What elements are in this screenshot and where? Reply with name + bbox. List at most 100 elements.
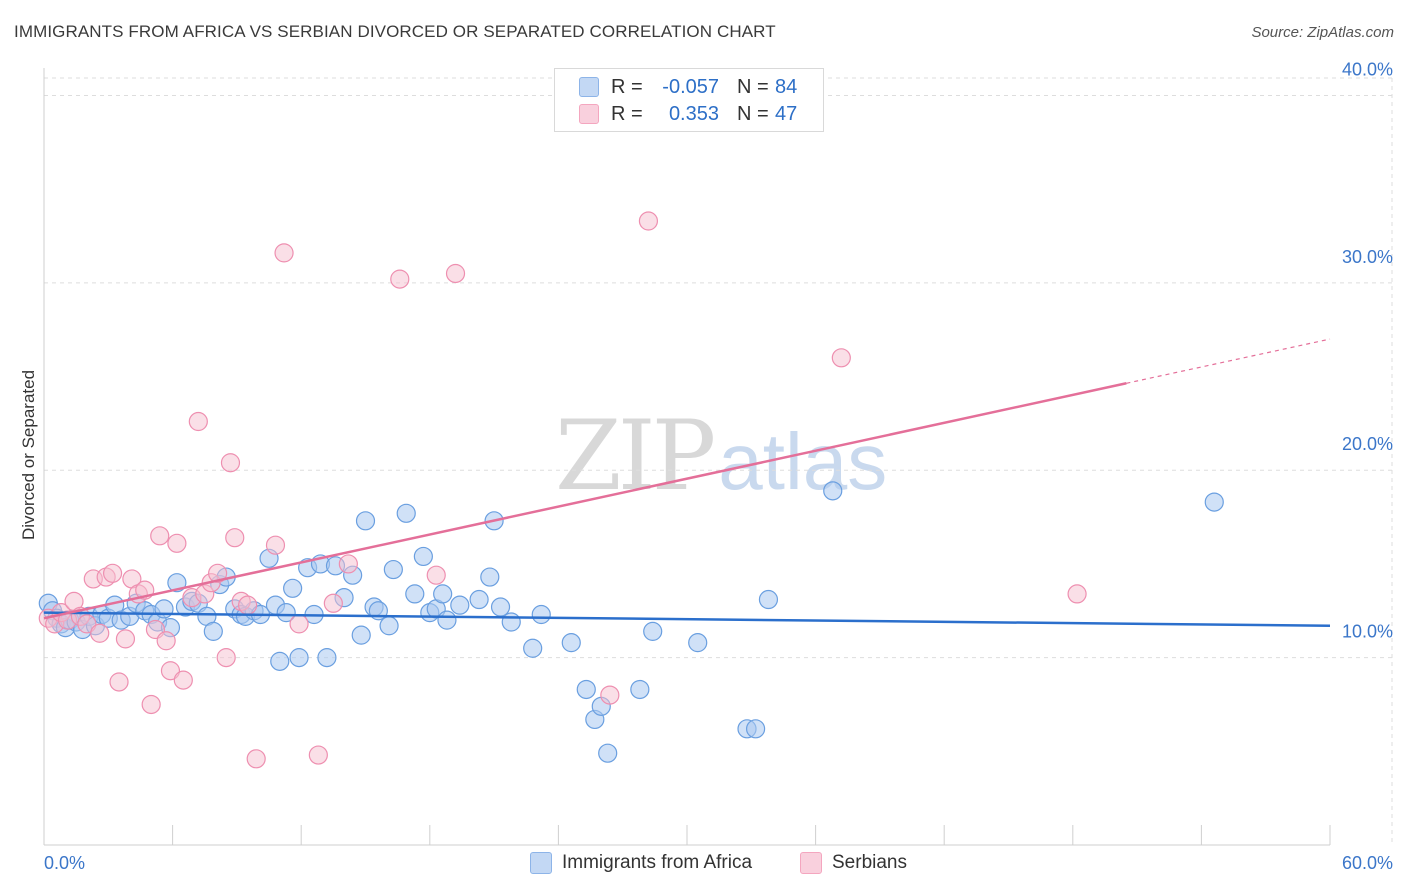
data-point-africa: [469, 589, 489, 610]
data-point-africa: [823, 481, 843, 501]
series-legend-swatch-serbians: [800, 852, 822, 874]
y-tick-label: 30.0%: [1342, 247, 1393, 267]
x-tick-label-min: 0.0%: [44, 853, 85, 873]
data-point-africa: [203, 621, 223, 641]
data-point-africa: [598, 743, 618, 763]
data-point-africa: [383, 559, 403, 580]
data-point-africa: [270, 651, 290, 671]
watermark-zip: ZIP: [555, 400, 716, 512]
data-point-serbians: [109, 672, 129, 692]
data-point-serbians: [638, 211, 659, 231]
data-point-serbians: [308, 745, 328, 765]
data-point-serbians: [323, 593, 343, 613]
legend-n-label: N =: [737, 75, 769, 98]
trend-layer: [43, 338, 1331, 628]
data-point-serbians: [102, 563, 123, 583]
data-point-africa: [561, 633, 581, 653]
data-point-africa: [355, 511, 376, 531]
data-point-serbians: [156, 631, 176, 651]
data-point-africa: [531, 604, 551, 625]
y-tick-label: 20.0%: [1342, 434, 1393, 454]
data-point-serbians: [265, 535, 286, 555]
axis-layer: [43, 68, 1331, 846]
data-point-serbians: [1067, 584, 1087, 604]
data-point-serbians: [220, 453, 241, 473]
legend-r-label: R =: [611, 75, 643, 98]
legend-row-africa: R = -0.057 N = 84: [579, 75, 797, 99]
data-point-africa: [450, 595, 470, 615]
series-legend-item-serbians[interactable]: Serbians: [800, 852, 907, 874]
data-point-africa: [523, 638, 543, 658]
grid-layer: [44, 77, 1393, 845]
data-point-serbians: [274, 243, 294, 263]
data-point-africa: [745, 719, 766, 739]
data-point-serbians: [289, 614, 309, 634]
data-point-serbians: [77, 614, 97, 634]
watermark: ZIPatlas: [555, 400, 887, 512]
series-legend-item-africa[interactable]: Immigrants from Africa: [530, 852, 752, 874]
data-point-serbians: [90, 623, 110, 643]
legend-r-value: -0.057: [662, 75, 719, 98]
legend-row-serbians: R = 0.353 N = 47: [579, 102, 797, 126]
data-point-africa: [688, 633, 708, 653]
data-point-serbians: [338, 554, 358, 574]
legend-r-label: R =: [611, 102, 643, 125]
series-legend: Immigrants from Africa Serbians: [0, 852, 1406, 878]
data-point-serbians: [216, 648, 236, 668]
data-point-serbians: [445, 263, 466, 284]
correlation-legend: R = -0.057 N = 84 R = 0.353 N = 47: [554, 68, 824, 132]
legend-swatch-africa: [579, 77, 599, 97]
data-point-serbians: [600, 685, 620, 705]
series-legend-label-serbians: Serbians: [832, 852, 907, 873]
data-point-africa: [289, 648, 309, 668]
data-point-africa: [643, 621, 663, 641]
data-point-africa: [317, 648, 337, 668]
trend-line-serbians: [43, 382, 1127, 620]
label-layer: 10.0% 20.0% 30.0% 40.0% 0.0% 60.0% Divorced or…: [19, 59, 1393, 873]
chart-source: Source: ZipAtlas.com: [1251, 24, 1394, 41]
data-point-africa: [276, 603, 296, 623]
series-legend-label-africa: Immigrants from Africa: [562, 852, 753, 873]
data-point-africa: [351, 625, 371, 645]
data-point-serbians: [225, 528, 245, 548]
data-point-africa: [437, 610, 457, 630]
data-point-serbians: [188, 411, 208, 432]
y-axis-label: Divorced or Separated: [19, 370, 38, 540]
data-point-serbians: [208, 563, 228, 583]
data-point-africa: [576, 679, 596, 700]
legend-n-value: 47: [775, 102, 798, 125]
data-point-serbians: [167, 533, 187, 553]
data-point-serbians: [173, 670, 193, 690]
data-point-africa: [396, 503, 416, 523]
trend-line-serbians-extension: [1126, 338, 1331, 384]
data-point-africa: [413, 546, 433, 567]
legend-n-label: N =: [737, 102, 769, 125]
data-point-africa: [433, 584, 453, 604]
x-tick-label-max: 60.0%: [1342, 853, 1393, 873]
legend-n-value: 84: [775, 75, 798, 98]
data-point-serbians: [150, 526, 170, 546]
data-point-serbians: [831, 348, 851, 368]
data-point-serbians: [115, 629, 136, 649]
data-point-serbians: [141, 694, 161, 715]
y-tick-label: 10.0%: [1342, 622, 1393, 642]
data-point-serbians: [160, 661, 181, 681]
chart-title: IMMIGRANTS FROM AFRICA VS SERBIAN DIVORC…: [14, 22, 776, 41]
trend-line-africa: [43, 611, 1331, 628]
watermark-atlas: atlas: [718, 417, 888, 506]
y-tick-label: 40.0%: [1342, 59, 1393, 79]
data-point-africa: [480, 567, 500, 587]
data-point-africa: [1204, 492, 1224, 512]
data-point-serbians: [426, 565, 446, 585]
legend-r-value: 0.353: [668, 102, 719, 125]
data-point-africa: [154, 599, 174, 619]
data-point-africa: [490, 597, 511, 617]
legend-swatch-serbians: [579, 104, 599, 124]
data-point-africa: [630, 679, 650, 700]
data-point-serbians: [390, 269, 410, 289]
data-point-africa: [501, 612, 521, 632]
data-point-africa: [758, 589, 779, 610]
data-point-africa: [283, 578, 303, 598]
series-serbians-points: [38, 211, 1087, 769]
